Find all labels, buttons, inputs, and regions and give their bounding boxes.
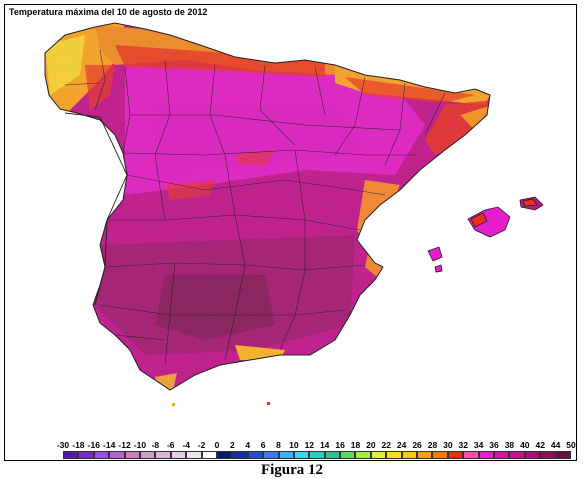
legend-color-swatch xyxy=(93,451,110,459)
legend-color-swatch xyxy=(432,451,448,459)
map-title: Temperatura máxima del 10 de agosto de 2… xyxy=(9,7,208,17)
legend-tick-label: 42 xyxy=(535,440,545,450)
legend-tick-label: 20 xyxy=(366,440,376,450)
legend-tick-label: 2 xyxy=(229,440,235,450)
legend-color-swatch xyxy=(309,451,325,459)
portugal-border xyxy=(64,112,128,306)
legend-tick-label: 28 xyxy=(427,440,438,450)
legend-color-swatch xyxy=(232,451,248,459)
legend-color-swatch xyxy=(170,451,187,459)
legend-color-swatch xyxy=(340,451,356,459)
legend-tick-label: -10 xyxy=(133,440,147,450)
legend-tick-label: -14 xyxy=(103,440,116,450)
north-dot xyxy=(267,402,270,405)
legend-color-swatch xyxy=(417,451,433,459)
legend-color-swatch xyxy=(386,451,402,459)
legend-tick-label: -2 xyxy=(197,440,206,450)
legend-tick-label: 26 xyxy=(412,440,422,450)
legend-color-swatch xyxy=(370,451,387,459)
legend-tick-label: 4 xyxy=(245,440,251,450)
balearic-islands xyxy=(427,196,544,273)
legend-color-swatch xyxy=(63,451,79,459)
legend-color-swatch xyxy=(540,451,556,459)
legend-tick-label: -12 xyxy=(118,440,131,450)
legend-color-swatch xyxy=(355,451,371,459)
legend-tick-label: 44 xyxy=(550,440,561,450)
legend-tick-label: -30 xyxy=(56,440,70,450)
legend-tick-label: -6 xyxy=(166,440,175,450)
legend-color-swatch xyxy=(401,451,418,459)
legend-color-swatch xyxy=(186,451,202,459)
legend-color-swatch xyxy=(293,451,310,459)
legend-color-swatch xyxy=(78,451,94,459)
legend-color-swatch xyxy=(447,451,464,459)
legend-tick-label: -8 xyxy=(151,440,160,450)
legend-color-swatch xyxy=(216,451,233,459)
legend-tick-label: 32 xyxy=(458,440,468,450)
legend-tick-label: 6 xyxy=(260,440,266,450)
legend-color-swatch xyxy=(324,451,341,459)
legend-tick-label: 40 xyxy=(520,440,530,450)
legend-color-swatch xyxy=(555,451,571,459)
legend-tick-label: 8 xyxy=(276,440,281,450)
figure-caption: Figura 12 xyxy=(260,462,324,478)
legend-color-swatch xyxy=(524,451,541,459)
alboran-dot xyxy=(172,403,175,406)
legend-tick-label: -18 xyxy=(72,440,85,450)
spain-temperature-map xyxy=(44,22,544,406)
map-frame: Temperatura máxima del 10 de agosto de 2… xyxy=(4,4,577,461)
legend-tick-label: 14 xyxy=(319,440,330,450)
legend-color-swatch xyxy=(109,451,125,459)
legend-tick-label: 18 xyxy=(350,440,361,450)
legend-color-swatch xyxy=(263,451,279,459)
legend-color-swatch xyxy=(278,451,294,459)
province-borders xyxy=(64,49,446,366)
legend-color-swatch xyxy=(139,451,156,459)
legend-color-swatch xyxy=(124,451,140,459)
legend-tick-label: 22 xyxy=(381,440,391,450)
legend-tick-label: 24 xyxy=(396,440,407,450)
legend-color-swatch xyxy=(494,451,510,459)
legend-color-swatch xyxy=(478,451,495,459)
legend-tick-label: 34 xyxy=(473,440,484,450)
legend-color-swatch xyxy=(155,451,171,459)
legend-tick-label: -4 xyxy=(182,440,190,450)
legend-tick-label: 16 xyxy=(335,440,345,450)
legend-tick-label: 38 xyxy=(504,440,515,450)
legend-tick-label: -16 xyxy=(87,440,100,450)
legend-tick-label: 50 xyxy=(566,440,576,450)
legend-tick-label: 12 xyxy=(304,440,315,450)
temperature-legend: -30 -18 -16 -14 -12 -10 -8 -6 -4 -2 0 2 4 6 8 10 12 14 16 1… xyxy=(57,440,576,460)
legend-tick-label: 0 xyxy=(214,440,220,450)
legend-tick-label: 10 xyxy=(289,440,299,450)
legend-tick-label: 30 xyxy=(443,440,453,450)
legend-color-swatch xyxy=(247,451,264,459)
legend-color-swatch xyxy=(201,451,217,459)
legend-color-swatch xyxy=(509,451,525,459)
legend-color-swatch xyxy=(463,451,479,459)
legend-tick-label: 36 xyxy=(489,440,499,450)
